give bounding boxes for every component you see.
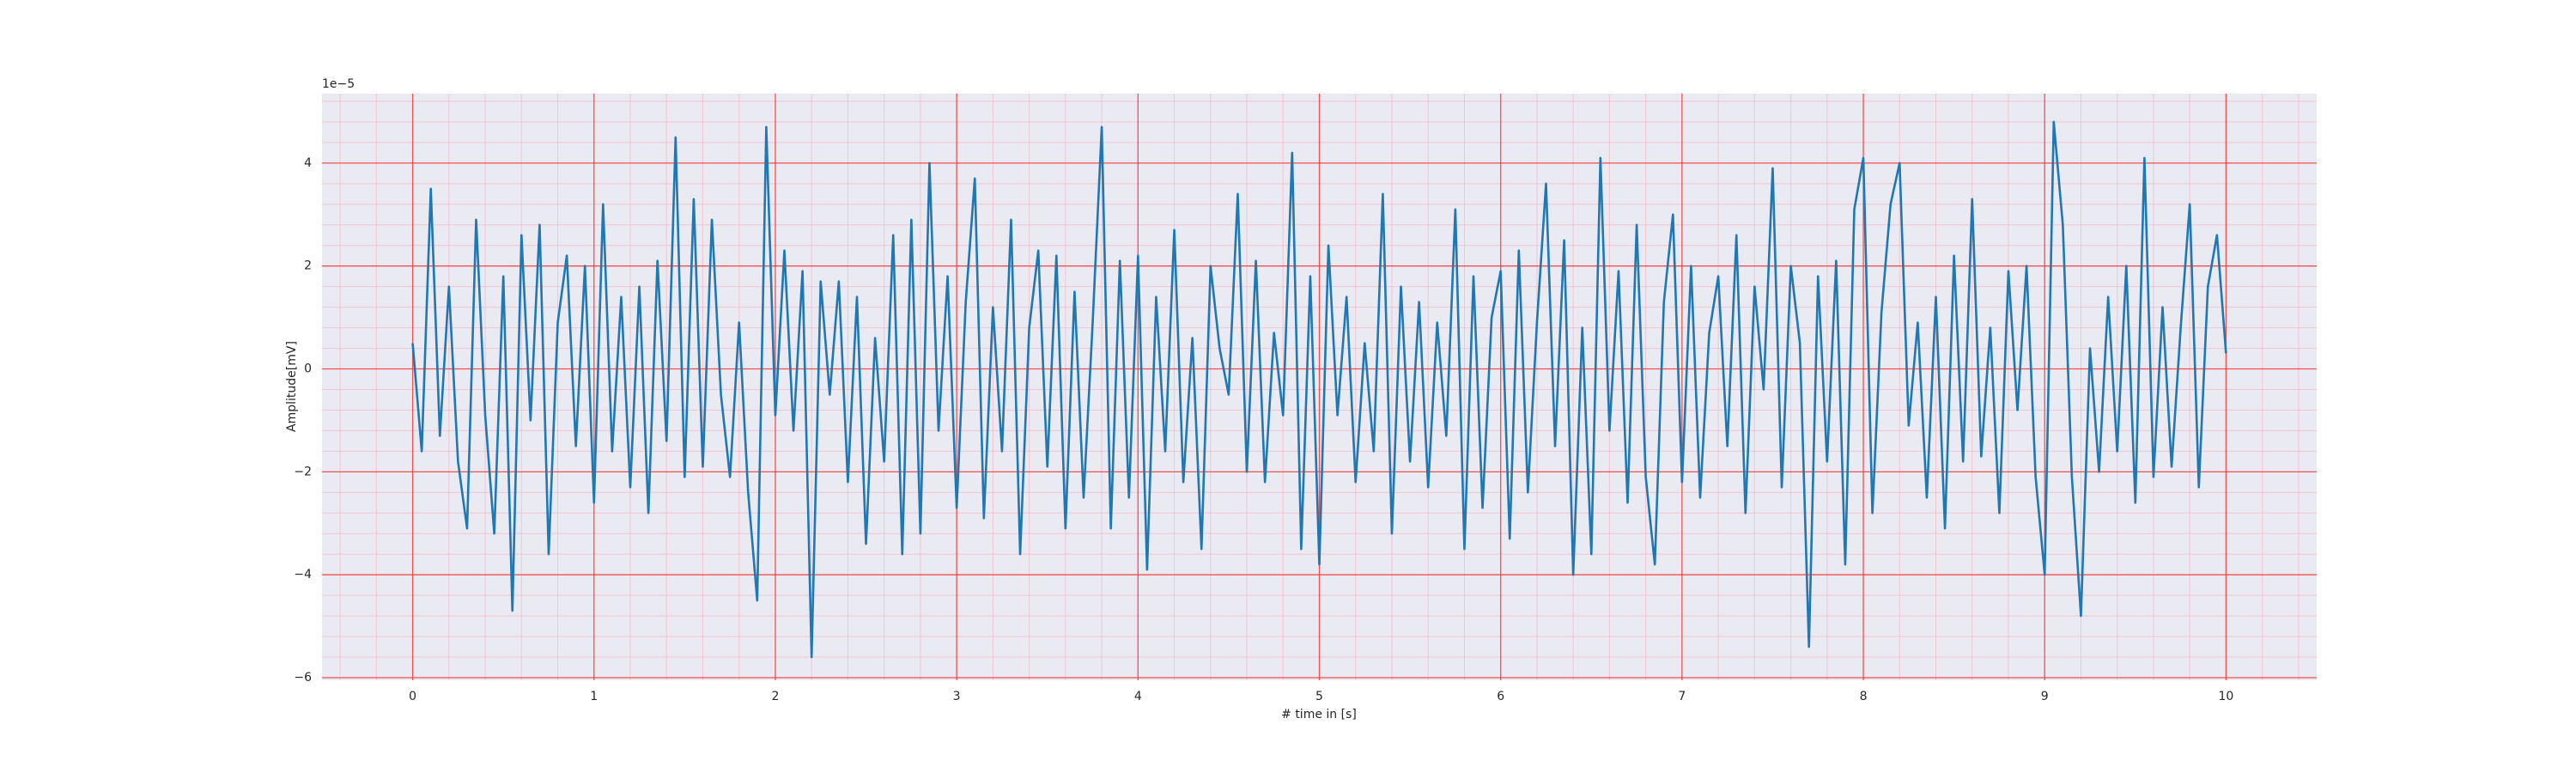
plot-marks [411,120,2227,659]
signal-line [411,120,2227,659]
x-tick-label: 7 [1678,690,1686,703]
y-offset-text: 1e−5 [322,77,355,91]
y-tick-label: −6 [294,671,312,685]
y-axis-label: Amplitude[mV] [285,341,299,432]
x-axis-label: # time in [s] [1281,708,1357,721]
x-tick-label: 8 [1860,690,1868,703]
y-tick-label: −4 [294,568,312,581]
x-tick-label: 1 [590,690,598,703]
y-tick-label: 4 [304,156,312,170]
x-tick-label: 3 [953,690,961,703]
grid [322,94,2317,680]
x-tick-label: 0 [409,690,416,703]
x-tick-label: 10 [2218,690,2233,703]
x-tick-label: 9 [2041,690,2049,703]
x-tick-label: 6 [1497,690,1504,703]
x-tick-label: 5 [1315,690,1323,703]
y-tick-label: 2 [304,259,312,273]
x-tick-label: 2 [771,690,779,703]
y-tick-label: −2 [294,465,312,478]
x-tick-label: 4 [1134,690,1142,703]
y-tick-label: 0 [304,362,312,376]
